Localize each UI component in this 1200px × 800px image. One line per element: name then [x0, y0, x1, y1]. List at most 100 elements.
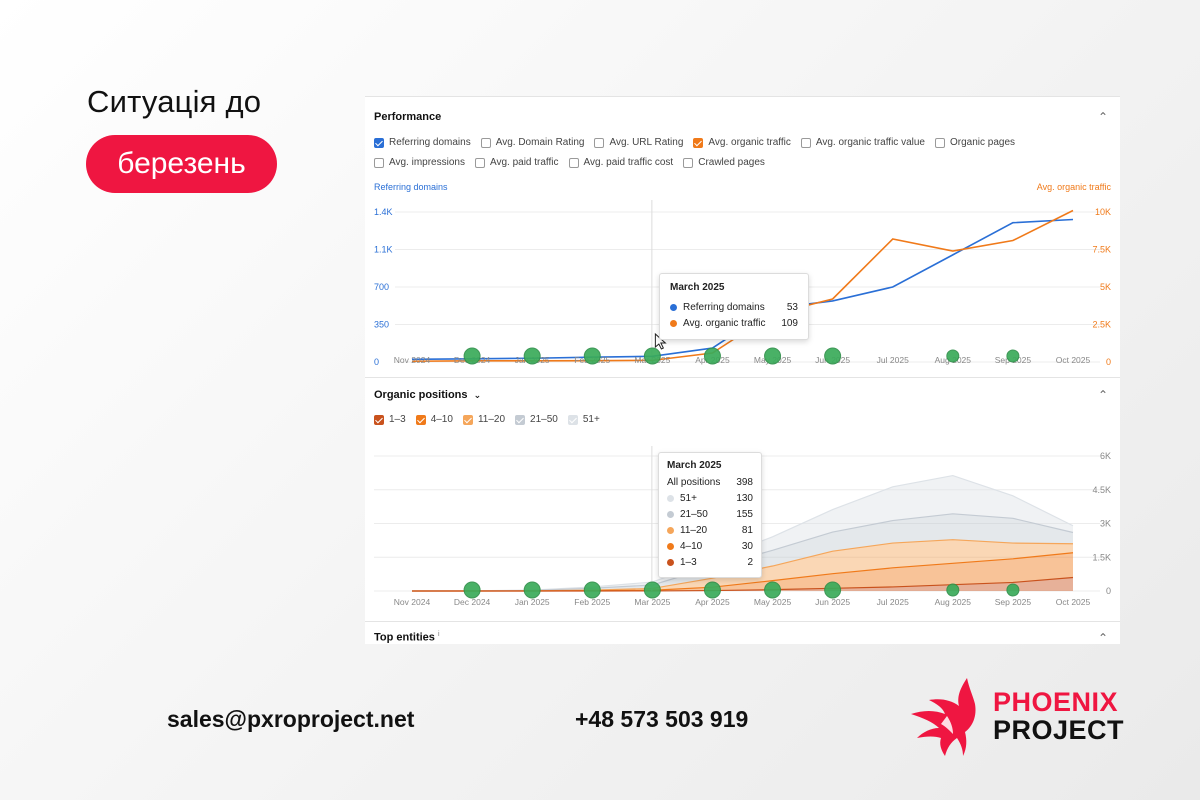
annotation-marker[interactable]	[643, 581, 661, 599]
checkbox-box[interactable]	[594, 137, 605, 148]
tooltip-label: 1–3	[680, 556, 697, 568]
x-tick-label: May 2025	[754, 597, 792, 607]
tooltip-label: 51+	[680, 492, 697, 504]
organic-positions-label: Organic positions	[374, 389, 468, 401]
checkbox-label: 1–3	[389, 414, 406, 425]
x-tick-label: Jul 2025	[877, 597, 909, 607]
logo-line-2: PROJECT	[993, 715, 1125, 745]
organic-positions-title[interactable]: Organic positions ⌄	[374, 389, 481, 401]
checkbox-label: 4–10	[430, 414, 453, 425]
phoenix-bird-icon	[911, 678, 976, 756]
checkbox-avg-organic-traffic-value[interactable]: Avg. organic traffic value	[800, 137, 925, 148]
x-tick-label: Sep 2025	[995, 597, 1032, 607]
annotation-marker[interactable]	[946, 349, 960, 363]
checkbox-21-50[interactable]: 21–50	[515, 414, 558, 425]
checkbox-box[interactable]	[515, 414, 526, 425]
series-dot-icon	[667, 526, 674, 534]
checkbox-51[interactable]: 51+	[567, 414, 600, 425]
tooltip-value: 2	[747, 556, 753, 568]
organic-positions-section: Organic positions ⌄ ⌃ 1–3 4–10 11–20 21–50 5…	[365, 378, 1120, 621]
performance-tooltip-title: March 2025	[670, 282, 725, 293]
area-51	[412, 475, 1073, 591]
x-tick-label: Mar 2025	[634, 597, 670, 607]
performance-tooltip: March 2025 Referring domains 53 Avg. organ…	[659, 273, 809, 340]
checkbox-crawled-pages[interactable]: Crawled pages	[683, 157, 765, 168]
collapse-performance-icon[interactable]: ⌃	[1097, 110, 1109, 124]
checkbox-label: Avg. paid traffic	[489, 157, 559, 168]
checkbox-box[interactable]	[462, 414, 473, 425]
checkbox-avg-paid-traffic-cost[interactable]: Avg. paid traffic cost	[568, 157, 673, 168]
annotation-marker[interactable]	[824, 347, 842, 365]
top-entities-section: Top entities i ⌃	[365, 622, 1120, 644]
area-21-50	[412, 513, 1073, 591]
checkbox-box[interactable]	[374, 137, 384, 148]
area-1-3	[412, 577, 1073, 591]
x-tick-label: Nov 2024	[394, 355, 431, 365]
annotation-marker[interactable]	[583, 347, 601, 365]
checkbox-box[interactable]	[374, 157, 384, 168]
contact-email[interactable]: sales@pxroproject.net	[167, 706, 415, 732]
section-divider	[365, 377, 1120, 378]
logo-text: PHOENIX PROJECT	[993, 688, 1124, 744]
annotation-marker[interactable]	[463, 581, 481, 599]
annotation-marker[interactable]	[703, 581, 721, 599]
checkbox-box[interactable]	[693, 137, 704, 148]
right-tick-label: 5K	[1100, 282, 1111, 292]
checkbox-box[interactable]	[474, 157, 485, 168]
dashboard-card: Performance ⌃ Referring domains Avg. Doma…	[365, 96, 1120, 644]
checkbox-4-10[interactable]: 4–10	[415, 414, 453, 425]
collapse-entities-icon[interactable]: ⌃	[1097, 631, 1109, 644]
checkbox-box[interactable]	[567, 414, 578, 425]
checkbox-organic-pages[interactable]: Organic pages	[935, 137, 1015, 148]
annotation-marker[interactable]	[764, 347, 782, 365]
annotation-marker[interactable]	[1006, 349, 1020, 363]
annotation-marker[interactable]	[1006, 583, 1020, 597]
tooltip-value: 81	[741, 524, 753, 536]
checkbox-referring-domains[interactable]: Referring domains	[374, 137, 471, 148]
checkbox-box[interactable]	[800, 137, 811, 148]
annotation-marker[interactable]	[583, 581, 601, 599]
tooltip-label: 21–50	[680, 508, 708, 520]
right-tick-label: 3K	[1100, 519, 1111, 529]
checkbox-avg-paid-traffic[interactable]: Avg. paid traffic	[474, 157, 559, 168]
contact-phone[interactable]: +48 573 503 919	[575, 706, 749, 732]
checkbox-avg-url-rating[interactable]: Avg. URL Rating	[594, 137, 683, 148]
checkbox-avg-impressions[interactable]: Avg. impressions	[374, 157, 465, 168]
annotation-marker[interactable]	[463, 347, 481, 365]
tooltip-label: Avg. organic traffic	[683, 317, 766, 329]
right-tick-label: 0	[1106, 586, 1111, 596]
left-tick-label: 1.4K	[374, 207, 393, 217]
checkbox-avg-domain-rating[interactable]: Avg. Domain Rating	[480, 137, 584, 148]
series-dot-icon	[667, 494, 674, 502]
tooltip-row: Avg. organic traffic 109	[670, 315, 798, 331]
checkbox-label: Avg. impressions	[389, 157, 465, 168]
series-dot-icon	[667, 542, 674, 550]
checkbox-1-3[interactable]: 1–3	[374, 414, 406, 425]
annotation-marker[interactable]	[523, 347, 541, 365]
collapse-organic-icon[interactable]: ⌃	[1097, 388, 1109, 402]
info-icon[interactable]: i	[437, 631, 440, 638]
checkbox-11-20[interactable]: 11–20	[462, 414, 505, 425]
checkbox-box[interactable]	[480, 137, 491, 148]
tooltip-label: Referring domains	[683, 301, 765, 313]
checkbox-box[interactable]	[374, 414, 384, 425]
annotation-marker[interactable]	[824, 581, 842, 599]
checkbox-box[interactable]	[568, 157, 579, 168]
checkbox-box[interactable]	[415, 414, 426, 425]
series-dot-icon	[667, 558, 674, 566]
annotation-marker[interactable]	[764, 581, 782, 599]
headline: Ситуація до	[87, 84, 262, 119]
tooltip-value: 130	[736, 492, 753, 504]
x-tick-label: Dec 2024	[454, 597, 491, 607]
annotation-marker[interactable]	[523, 581, 541, 599]
annotation-marker[interactable]	[643, 347, 661, 365]
checkbox-box[interactable]	[683, 157, 694, 168]
checkbox-avg-organic-traffic[interactable]: Avg. organic traffic	[693, 137, 791, 148]
tooltip-row: 21–50 155	[667, 506, 753, 522]
checkbox-box[interactable]	[935, 137, 945, 148]
left-axis-title: Referring domains	[374, 182, 448, 192]
tooltip-value: 30	[741, 540, 753, 552]
annotation-marker[interactable]	[946, 583, 960, 597]
annotation-marker[interactable]	[703, 347, 721, 365]
